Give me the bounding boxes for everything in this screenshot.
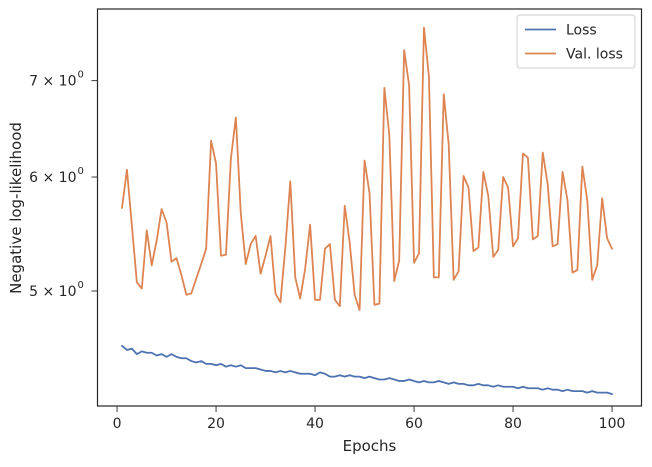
legend-label-val-loss: Val. loss	[566, 47, 623, 63]
legend: Loss Val. loss	[516, 14, 636, 69]
y-tick-label-base: 7 × 10	[29, 74, 76, 90]
x-tick-label: 20	[207, 416, 225, 432]
y-axis-label: Negative log-likelihood	[7, 122, 25, 294]
x-tick-label: 0	[113, 416, 122, 432]
x-axis-label: Epochs	[343, 437, 397, 455]
plot-series	[121, 26, 613, 395]
x-tick-label: 100	[599, 416, 626, 432]
tick-marks	[91, 80, 613, 412]
y-tick-label-exponent: 0	[78, 166, 84, 177]
x-tick-label: 40	[306, 416, 324, 432]
y-tick-labels: 5 × 10 06 × 10 07 × 10 0	[29, 70, 84, 300]
y-tick-label-exponent: 0	[78, 280, 84, 291]
x-tick-label: 60	[405, 416, 423, 432]
y-tick-label-base: 6 × 10	[29, 170, 76, 186]
y-tick-label: 7 × 10 0	[29, 70, 84, 90]
y-tick-label: 6 × 10 0	[29, 166, 84, 186]
y-tick-label: 5 × 10 0	[29, 280, 84, 300]
y-tick-label-exponent: 0	[78, 70, 84, 81]
legend-frame	[516, 14, 636, 69]
plot-area-frame	[96, 8, 643, 407]
y-tick-label-base: 5 × 10	[29, 284, 76, 300]
series-line-loss	[121, 344, 613, 395]
series-line-val-loss	[121, 26, 613, 311]
x-tick-label: 80	[504, 416, 522, 432]
x-tick-labels: 0 20 40 60 80 100	[113, 416, 626, 432]
legend-label-loss: Loss	[566, 23, 597, 39]
